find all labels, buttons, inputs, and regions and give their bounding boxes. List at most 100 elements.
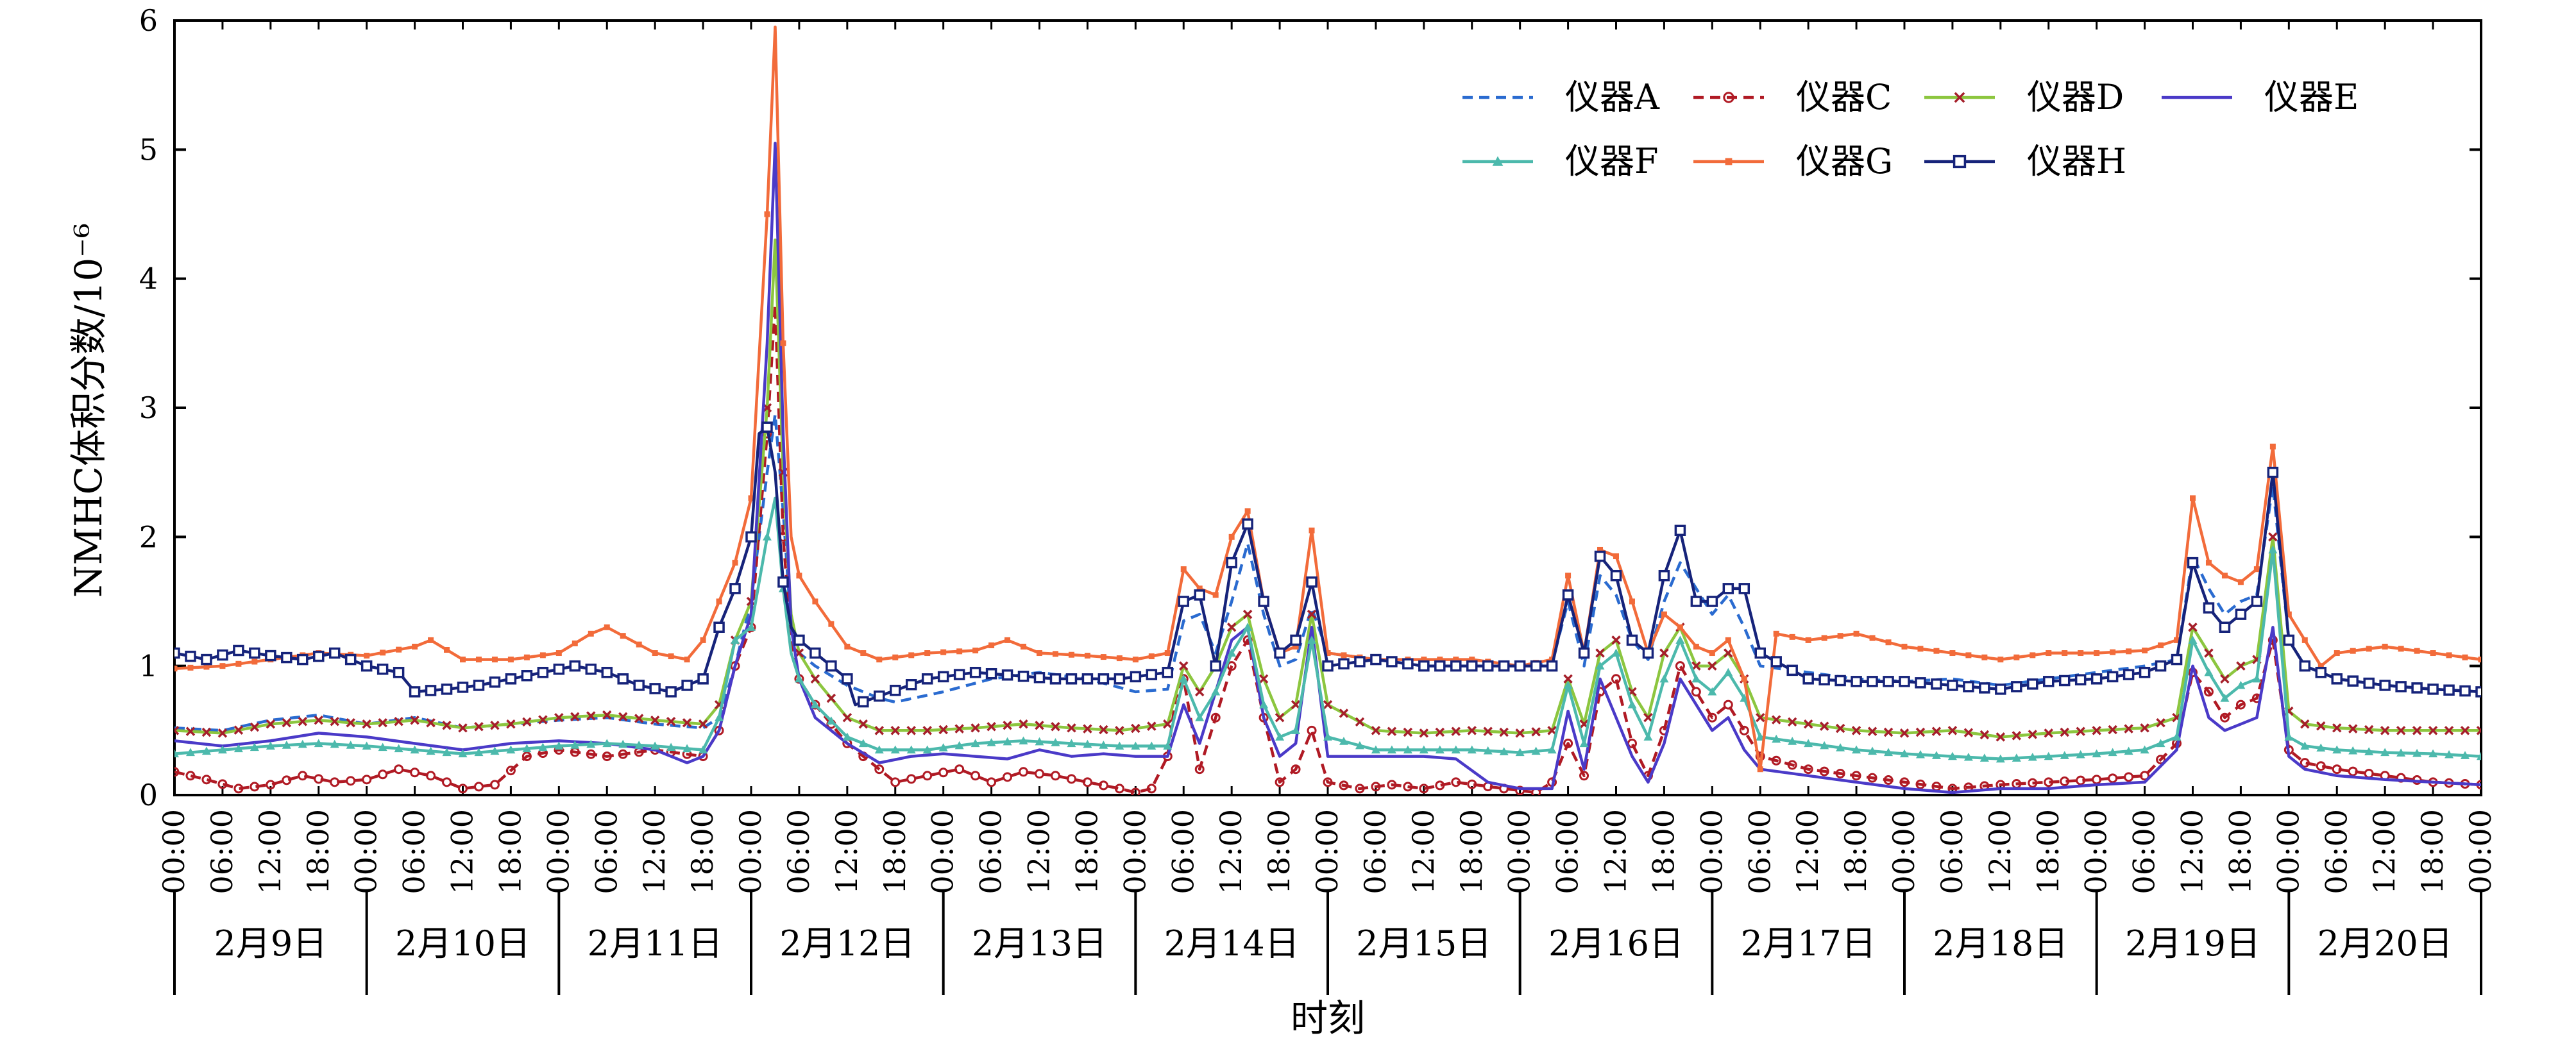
data-point <box>796 573 802 579</box>
data-point <box>922 745 932 754</box>
data-point <box>1579 739 1589 748</box>
data-point <box>1803 719 1813 729</box>
data-point <box>668 653 674 660</box>
x-tick-label: 18:00 <box>685 809 720 894</box>
data-point <box>1258 674 1269 684</box>
x-tick-label: 00:00 <box>2079 809 2114 894</box>
data-point <box>505 766 516 776</box>
data-point <box>282 718 292 728</box>
data-point <box>2108 748 2117 757</box>
data-point <box>810 700 820 709</box>
data-point <box>794 674 804 683</box>
data-point <box>1019 736 1028 745</box>
data-point <box>1227 648 1237 657</box>
data-point <box>1099 741 1108 749</box>
data-point <box>250 722 260 732</box>
data-point <box>764 211 770 217</box>
data-point <box>2187 557 2199 569</box>
data-point <box>842 712 852 723</box>
data-point <box>442 748 452 757</box>
data-point <box>2060 776 2070 787</box>
data-point <box>620 633 626 639</box>
data-point <box>698 719 708 729</box>
y-tick-label: 5 <box>139 132 158 167</box>
data-point <box>860 650 867 657</box>
x-tick-label: 00:00 <box>349 809 384 894</box>
data-point <box>1642 647 1654 659</box>
data-point <box>1899 777 1910 787</box>
data-point <box>1483 726 1493 736</box>
data-point <box>1147 741 1157 750</box>
data-point <box>1148 653 1155 660</box>
data-point <box>201 727 212 737</box>
data-point <box>1819 721 1829 731</box>
data-point <box>970 739 980 748</box>
data-point <box>217 779 228 789</box>
data-point <box>1595 648 1605 658</box>
series-line <box>174 496 2481 760</box>
data-point <box>604 624 610 630</box>
data-point <box>1931 678 1942 690</box>
data-point <box>426 718 436 728</box>
data-point <box>410 767 420 778</box>
data-point <box>1691 661 1701 671</box>
data-point <box>987 738 996 746</box>
data-point <box>2028 778 2038 788</box>
data-point <box>217 728 228 738</box>
data-point <box>2475 686 2481 698</box>
data-point <box>2220 694 2230 702</box>
data-point <box>617 673 629 685</box>
data-point <box>346 741 355 749</box>
data-point <box>1371 745 1380 754</box>
data-point <box>1979 753 1989 762</box>
data-point <box>2379 680 2391 691</box>
data-point <box>1067 723 1076 733</box>
data-point <box>826 660 837 672</box>
data-point <box>441 684 453 695</box>
data-point <box>2334 650 2340 657</box>
data-point <box>1437 657 1443 663</box>
data-point <box>1611 674 1621 684</box>
data-point <box>1498 660 1510 672</box>
data-point <box>521 751 532 762</box>
x-tick-label: 06:00 <box>2127 809 2162 894</box>
data-point <box>585 663 597 675</box>
data-point <box>715 713 724 721</box>
data-point <box>956 648 963 655</box>
data-point <box>1883 775 1894 785</box>
data-point <box>2300 741 2310 750</box>
data-point <box>2318 663 2324 669</box>
data-point <box>2219 621 2231 633</box>
data-point <box>1435 727 1445 737</box>
day-label: 2月17日 <box>1741 923 1876 964</box>
data-point <box>185 771 196 781</box>
data-point <box>1725 158 1733 165</box>
data-point <box>1804 739 1813 748</box>
data-point <box>2428 749 2438 758</box>
x-tick-label: 18:00 <box>1454 809 1489 894</box>
data-point <box>1899 728 1910 738</box>
day-label: 2月12日 <box>779 923 915 964</box>
data-point <box>2347 675 2359 687</box>
data-point <box>2428 726 2438 735</box>
data-point <box>1194 687 1205 697</box>
data-point <box>298 739 307 748</box>
data-point <box>1953 155 1967 169</box>
data-point <box>1003 737 1012 746</box>
data-point <box>249 647 260 659</box>
x-tick-label: 00:00 <box>1694 809 1729 894</box>
series-仪器E <box>174 142 2481 794</box>
data-point <box>938 767 949 778</box>
data-point <box>2092 726 2101 735</box>
data-point <box>2044 751 2053 760</box>
data-point <box>174 767 180 777</box>
data-point <box>174 647 180 659</box>
data-point <box>1035 769 1044 779</box>
data-point <box>1515 748 1525 757</box>
data-point <box>2236 680 2246 689</box>
legend-item: 仪器D <box>1924 77 2124 117</box>
data-point <box>2203 602 2215 614</box>
data-point <box>314 774 324 784</box>
data-point <box>1179 661 1189 671</box>
data-point <box>716 598 722 605</box>
